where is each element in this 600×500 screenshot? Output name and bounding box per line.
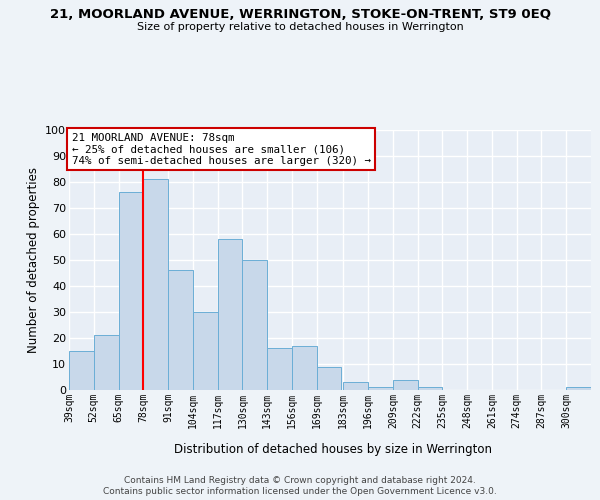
Bar — [143, 180, 168, 390]
Text: Distribution of detached houses by size in Werrington: Distribution of detached houses by size … — [174, 442, 492, 456]
Bar — [343, 382, 368, 390]
Text: Contains public sector information licensed under the Open Government Licence v3: Contains public sector information licen… — [103, 488, 497, 496]
Text: 21 MOORLAND AVENUE: 78sqm
← 25% of detached houses are smaller (106)
74% of semi: 21 MOORLAND AVENUE: 78sqm ← 25% of detac… — [71, 132, 371, 166]
Text: Size of property relative to detached houses in Werrington: Size of property relative to detached ho… — [137, 22, 463, 32]
Bar — [292, 346, 317, 390]
Text: 21, MOORLAND AVENUE, WERRINGTON, STOKE-ON-TRENT, ST9 0EQ: 21, MOORLAND AVENUE, WERRINGTON, STOKE-O… — [49, 8, 551, 20]
Bar — [193, 312, 218, 390]
Bar — [368, 388, 393, 390]
Text: Contains HM Land Registry data © Crown copyright and database right 2024.: Contains HM Land Registry data © Crown c… — [124, 476, 476, 485]
Bar — [393, 380, 418, 390]
Bar — [566, 388, 591, 390]
Bar — [418, 388, 442, 390]
Y-axis label: Number of detached properties: Number of detached properties — [26, 167, 40, 353]
Bar — [119, 192, 143, 390]
Bar — [267, 348, 292, 390]
Bar — [218, 239, 242, 390]
Bar — [94, 336, 119, 390]
Bar — [317, 366, 341, 390]
Bar — [69, 351, 94, 390]
Bar — [242, 260, 267, 390]
Bar — [168, 270, 193, 390]
